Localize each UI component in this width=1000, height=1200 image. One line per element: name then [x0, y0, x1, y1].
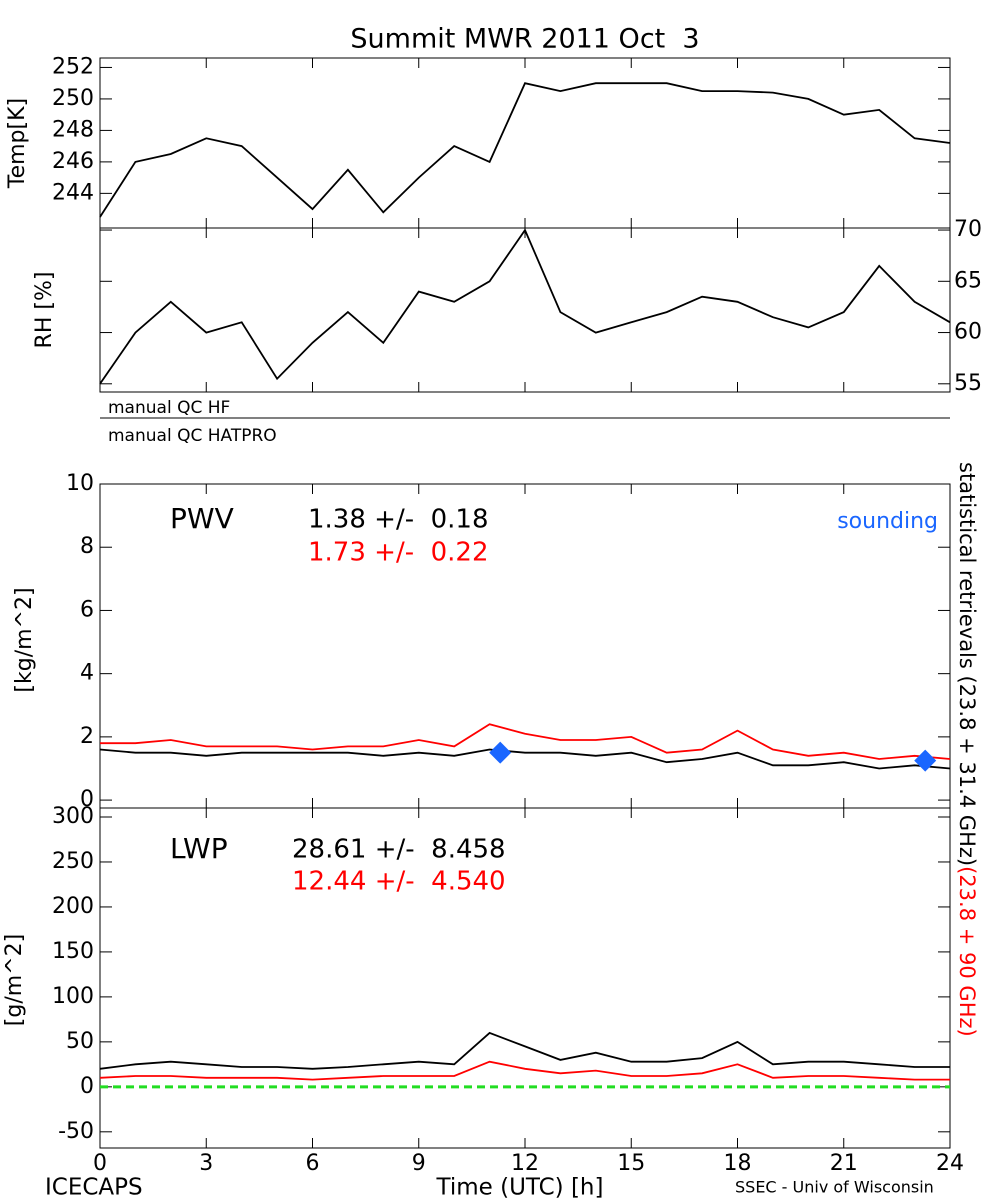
x-tick-label: 3 [199, 1151, 213, 1176]
y-tick-label: 100 [52, 984, 94, 1009]
right-label: statistical retrievals (23.8 + 31.4 GHz)… [955, 462, 979, 1037]
data-line [99, 1031, 950, 1070]
y-tick-label: 4 [80, 661, 94, 686]
data-line [99, 228, 951, 385]
x-tick-label: 24 [936, 1151, 964, 1176]
y-tick-label: 248 [52, 117, 94, 142]
y-axis-label: [kg/m^2] [12, 587, 37, 692]
right-label-red: (23.8 + 90 GHz) [955, 866, 979, 1037]
title: Summit MWR 2011 Oct 3 [350, 24, 699, 55]
y-tick-label: 2 [80, 724, 94, 749]
y-axis-label: RH [%] [32, 272, 57, 349]
y-axis-label: Temp[K] [5, 98, 30, 189]
footer-right: SSEC - Univ of Wisconsin [735, 1178, 934, 1197]
x-tick-label: 12 [511, 1151, 539, 1176]
annotation: 12.44 +/- 4.540 [292, 867, 506, 897]
data-line [99, 1060, 950, 1081]
y-tick-label: 300 [52, 804, 94, 829]
data-line [99, 748, 951, 770]
y-tick-label: 250 [52, 849, 94, 874]
annotation: PWV [170, 502, 234, 535]
annotation: 1.73 +/- 0.22 [308, 538, 489, 568]
x-tick-label: 18 [724, 1151, 752, 1176]
annotation: 1.38 +/- 0.18 [308, 505, 489, 535]
y-tick-label: 244 [52, 180, 94, 205]
annotation: 28.61 +/- 8.458 [292, 835, 506, 865]
y-tick-label: 0 [80, 787, 94, 812]
y-tick-label: 8 [80, 534, 94, 559]
x-tick-label: 0 [93, 1151, 107, 1176]
y-tick-label: 150 [52, 939, 94, 964]
y-tick-label: 70 [954, 217, 982, 242]
right-label-black: statistical retrievals (23.8 + 31.4 GHz) [955, 462, 979, 866]
y-tick-label: 60 [954, 320, 982, 345]
footer-left: ICECAPS [45, 1175, 143, 1200]
y-tick-label: 10 [66, 471, 94, 496]
sounding-marker [914, 749, 937, 772]
plot-frame [99, 227, 951, 393]
y-tick-label: -50 [58, 1119, 94, 1144]
annotation: LWP [170, 832, 228, 865]
x-tick-label: 9 [412, 1151, 426, 1176]
x-tick-label: 21 [830, 1151, 858, 1176]
data-line [100, 723, 951, 760]
x-tick-label: 15 [617, 1151, 645, 1176]
y-tick-label: 250 [52, 86, 94, 111]
y-tick-label: 0 [80, 1074, 94, 1099]
y-tick-label: 252 [52, 54, 94, 79]
y-tick-label: 65 [954, 268, 982, 293]
data-line [99, 82, 951, 218]
y-axis-label: [g/m^2] [2, 934, 27, 1026]
y-tick-label: 246 [52, 149, 94, 174]
sounding-marker [489, 741, 512, 764]
qc-label: manual QC HATPRO [108, 426, 277, 446]
y-tick-label: 55 [954, 371, 982, 396]
x-tick-label: 6 [306, 1151, 320, 1176]
y-tick-label: 50 [66, 1029, 94, 1054]
legend-label: sounding [837, 509, 938, 534]
y-tick-label: 200 [52, 894, 94, 919]
x-axis-label: Time (UTC) [h] [436, 1175, 604, 1200]
y-tick-label: 6 [80, 597, 94, 622]
qc-label: manual QC HF [108, 398, 230, 418]
